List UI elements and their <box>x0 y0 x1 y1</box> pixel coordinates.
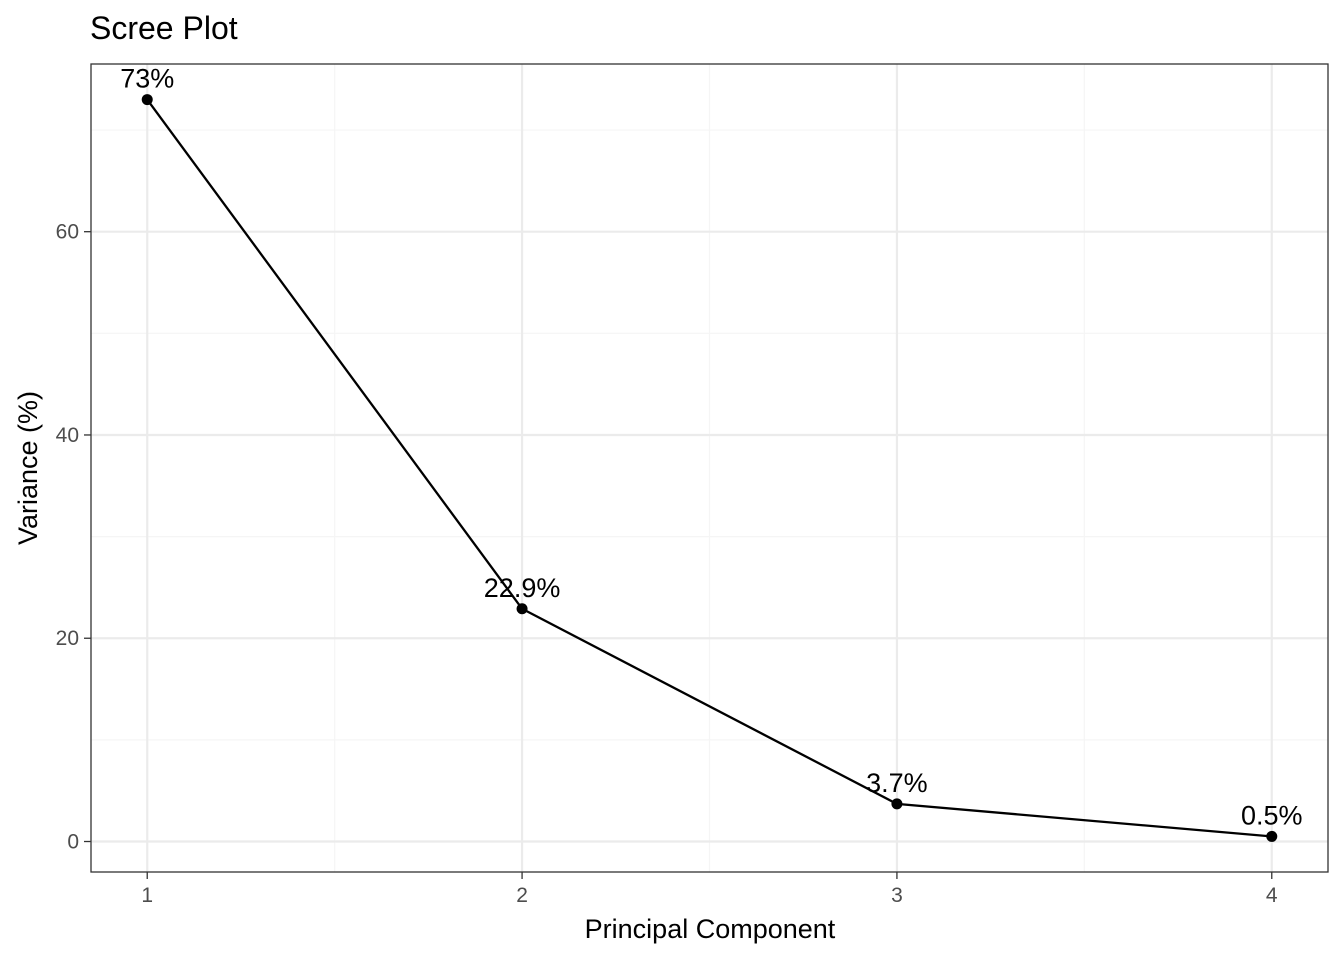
x-tick-label: 2 <box>516 884 528 907</box>
data-points-layer <box>141 94 1278 842</box>
y-tick-label: 20 <box>56 627 79 650</box>
y-axis: 0 20 40 60 <box>56 221 91 854</box>
y-tick-label: 60 <box>56 221 79 244</box>
x-tick-label: 1 <box>141 884 153 907</box>
x-axis-title: Principal Component <box>585 914 836 944</box>
data-label: 73% <box>120 64 174 94</box>
data-label: 3.7% <box>866 768 928 798</box>
chart-title: Scree Plot <box>90 10 238 46</box>
panel-border <box>90 63 1329 873</box>
y-tick-label: 40 <box>56 424 79 447</box>
data-labels-layer: 73% 22.9% 3.7% 0.5% <box>120 64 1302 831</box>
x-tick-label: 4 <box>1266 884 1278 907</box>
data-label: 22.9% <box>484 573 561 603</box>
data-point <box>516 603 528 615</box>
data-point <box>891 798 903 810</box>
data-point <box>1266 830 1278 842</box>
grid-lines <box>91 64 1328 872</box>
variance-series-line <box>146 98 1272 838</box>
y-tick-label: 0 <box>67 831 79 854</box>
series-line-layer <box>146 98 1272 838</box>
x-tick-label: 3 <box>891 884 903 907</box>
x-axis: 1 2 3 4 <box>141 872 1278 907</box>
data-label: 0.5% <box>1241 800 1303 830</box>
data-point <box>141 94 153 106</box>
y-axis-title: Variance (%) <box>13 391 43 545</box>
